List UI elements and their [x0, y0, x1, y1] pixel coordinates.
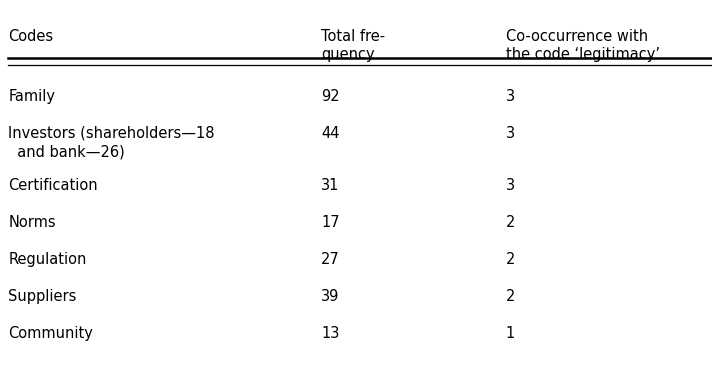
Text: 2: 2 — [506, 252, 515, 267]
Text: 44: 44 — [321, 126, 339, 141]
Text: 13: 13 — [321, 326, 339, 341]
Text: 31: 31 — [321, 178, 339, 193]
Text: 2: 2 — [506, 215, 515, 230]
Text: 27: 27 — [321, 252, 339, 267]
Text: Norms: Norms — [9, 215, 56, 230]
Text: 1: 1 — [506, 326, 515, 341]
Text: Suppliers: Suppliers — [9, 289, 77, 304]
Text: 17: 17 — [321, 215, 339, 230]
Text: Community: Community — [9, 326, 93, 341]
Text: Regulation: Regulation — [9, 252, 87, 267]
Text: 3: 3 — [506, 126, 515, 141]
Text: 92: 92 — [321, 89, 339, 104]
Text: 3: 3 — [506, 178, 515, 193]
Text: 3: 3 — [506, 89, 515, 104]
Text: 39: 39 — [321, 289, 339, 304]
Text: Co-occurrence with
the code ‘legitimacy’: Co-occurrence with the code ‘legitimacy’ — [506, 29, 660, 62]
Text: 2: 2 — [506, 289, 515, 304]
Text: Investors (shareholders—18
  and bank—26): Investors (shareholders—18 and bank—26) — [9, 126, 215, 159]
Text: Certification: Certification — [9, 178, 98, 193]
Text: Codes: Codes — [9, 29, 53, 43]
Text: Total fre-
quency: Total fre- quency — [321, 29, 385, 62]
Text: Family: Family — [9, 89, 56, 104]
